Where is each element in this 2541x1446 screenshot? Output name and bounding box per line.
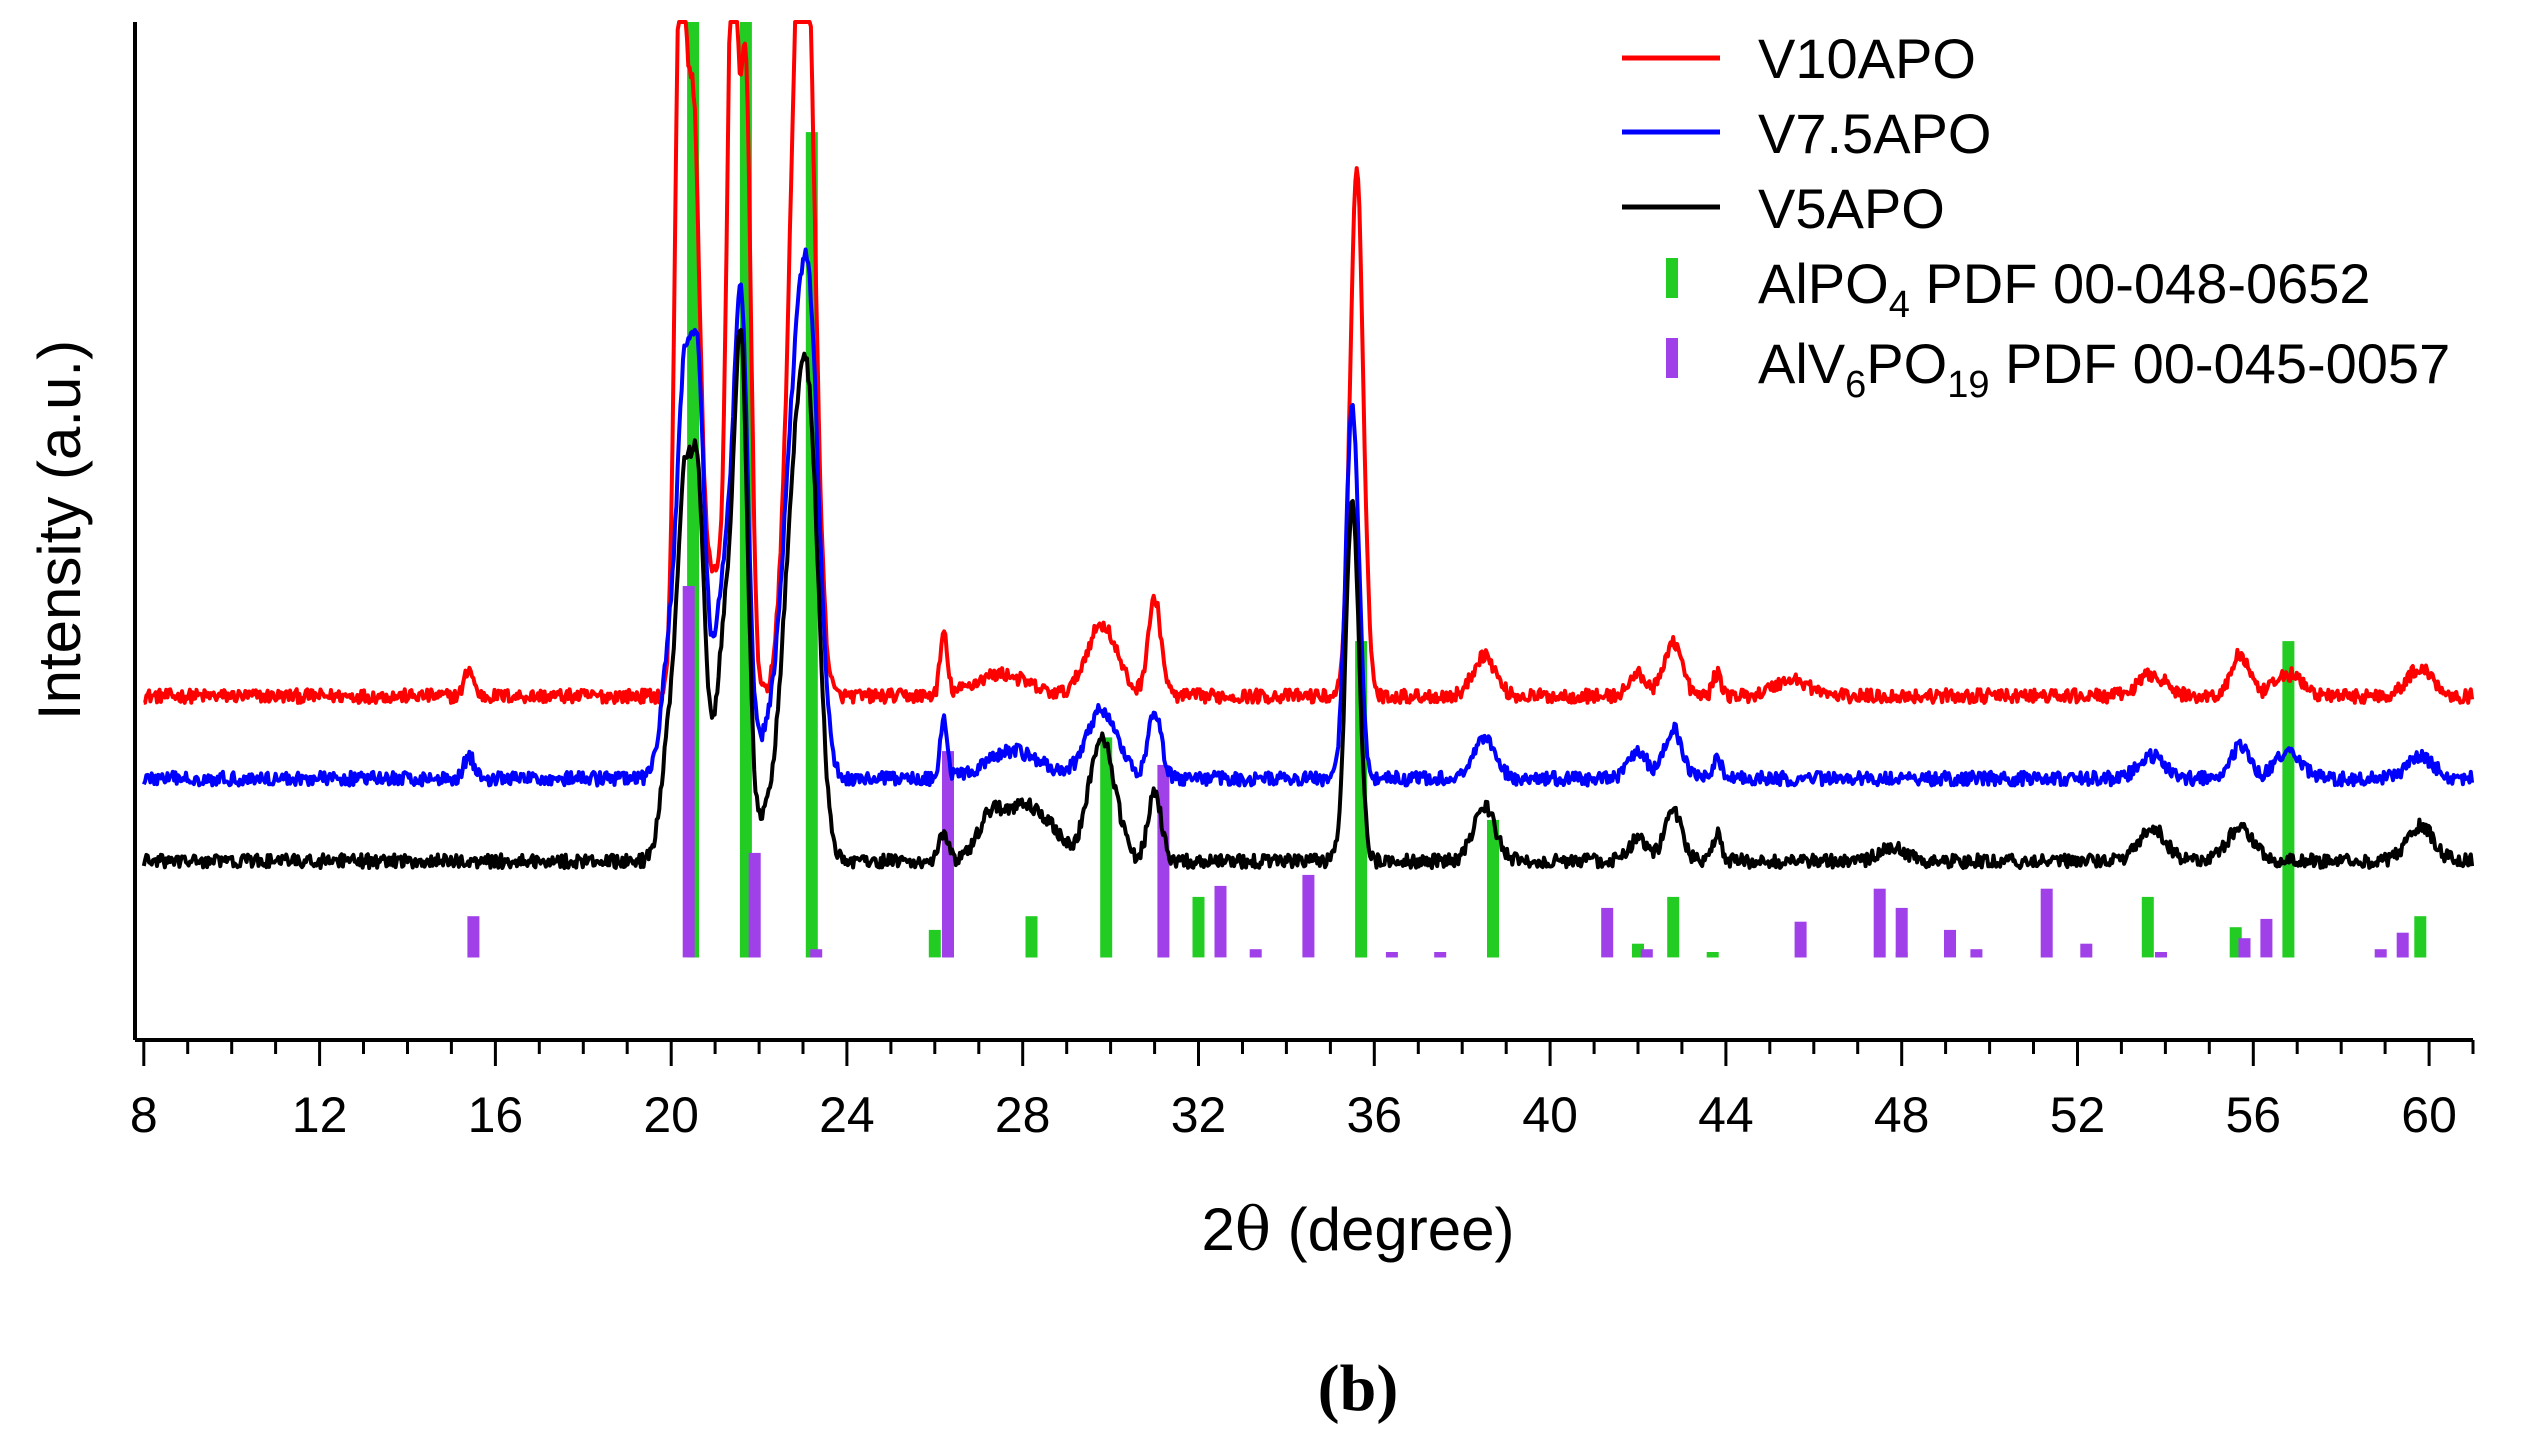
ref-bar-1-0: [467, 916, 480, 958]
tick-label-60: 60: [2401, 1087, 2457, 1143]
ref-bar-1-15: [1895, 907, 1908, 958]
tick-label-44: 44: [1698, 1087, 1754, 1143]
data-series: [141, 20, 2475, 870]
x-ticks: 8 12 16 20 24 28 32 36 40 44 48 52 56 60: [130, 1040, 2475, 1143]
legend-swatch-alpo4: [1666, 258, 1678, 298]
ref-bar-1-13: [1794, 921, 1807, 958]
ref-bar-0-11: [1706, 952, 1719, 958]
ref-bar-1-18: [2040, 888, 2053, 958]
panel-label: (b): [1318, 1352, 1399, 1425]
y-axis-title: Intensity (a.u.): [26, 340, 93, 720]
tick-label-8: 8: [130, 1087, 158, 1143]
tick-label-40: 40: [1522, 1087, 1578, 1143]
ref-bar-0-8: [1487, 819, 1499, 958]
tick-label-32: 32: [1171, 1087, 1227, 1143]
ref-bar-1-3: [810, 949, 823, 958]
series-line-v7-5apo: [141, 247, 2475, 788]
ref-bar-1-16: [1944, 929, 1956, 958]
tick-label-36: 36: [1346, 1087, 1402, 1143]
ref-bar-1-5: [1157, 764, 1170, 958]
x-axis-title: 2θ (degree): [1202, 1195, 1515, 1265]
tick-label-52: 52: [2050, 1087, 2106, 1143]
ref-bar-1-24: [2396, 932, 2409, 958]
ref-bar-1-10: [1434, 952, 1447, 958]
tick-label-12: 12: [292, 1087, 348, 1143]
ref-bar-1-4: [942, 751, 954, 958]
ref-bar-0-16: [2414, 916, 2427, 958]
ref-bar-0-13: [2141, 896, 2154, 958]
tick-label-16: 16: [468, 1087, 524, 1143]
ref-bar-1-1: [682, 586, 695, 958]
ref-bar-1-9: [1385, 952, 1398, 958]
legend-label-v10apo: V10APO: [1758, 27, 1976, 90]
tick-label-56: 56: [2225, 1087, 2281, 1143]
tick-label-48: 48: [1874, 1087, 1930, 1143]
ref-bar-1-8: [1302, 874, 1315, 958]
legend: V10APO V7.5APO V5APO AlPO4 PDF 00-048-06…: [1622, 27, 2450, 406]
ref-bar-0-15: [2282, 641, 2295, 958]
ref-bar-1-2: [748, 852, 761, 958]
legend-label-alv6po19: AlV6PO19 PDF 00-045-0057: [1758, 332, 2450, 406]
legend-label-v5apo: V5APO: [1758, 177, 1945, 240]
series-line-v5apo: [141, 328, 2475, 870]
ref-bar-0-4: [1025, 916, 1038, 958]
ref-bar-1-22: [2260, 918, 2273, 958]
ref-bar-0-3: [928, 929, 941, 958]
tick-label-28: 28: [995, 1087, 1051, 1143]
ref-bar-1-17: [1970, 949, 1983, 958]
legend-label-alpo4: AlPO4 PDF 00-048-0652: [1758, 252, 2371, 326]
ref-bar-0-6: [1192, 896, 1205, 958]
theta-symbol: θ: [1235, 1195, 1271, 1265]
ref-bar-1-7: [1249, 949, 1262, 958]
ref-bar-1-20: [2155, 952, 2167, 958]
ref-bar-1-6: [1214, 885, 1227, 958]
ref-bar-1-23: [2374, 949, 2387, 958]
legend-label-v7-5apo: V7.5APO: [1758, 102, 1991, 165]
ref-bar-1-21: [2238, 938, 2251, 958]
ref-bar-1-19: [2080, 943, 2093, 958]
ref-bar-1-11: [1601, 907, 1614, 958]
tick-label-20: 20: [643, 1087, 699, 1143]
ref-bar-1-12: [1640, 949, 1653, 958]
series-line-v10apo: [143, 20, 2475, 705]
legend-swatch-alv6po19: [1666, 338, 1678, 378]
tick-label-24: 24: [819, 1087, 875, 1143]
axes: [133, 22, 2473, 1042]
ref-bar-0-5: [1100, 737, 1113, 958]
ref-bar-1-14: [1873, 888, 1886, 958]
ref-bar-0-10: [1667, 896, 1680, 958]
